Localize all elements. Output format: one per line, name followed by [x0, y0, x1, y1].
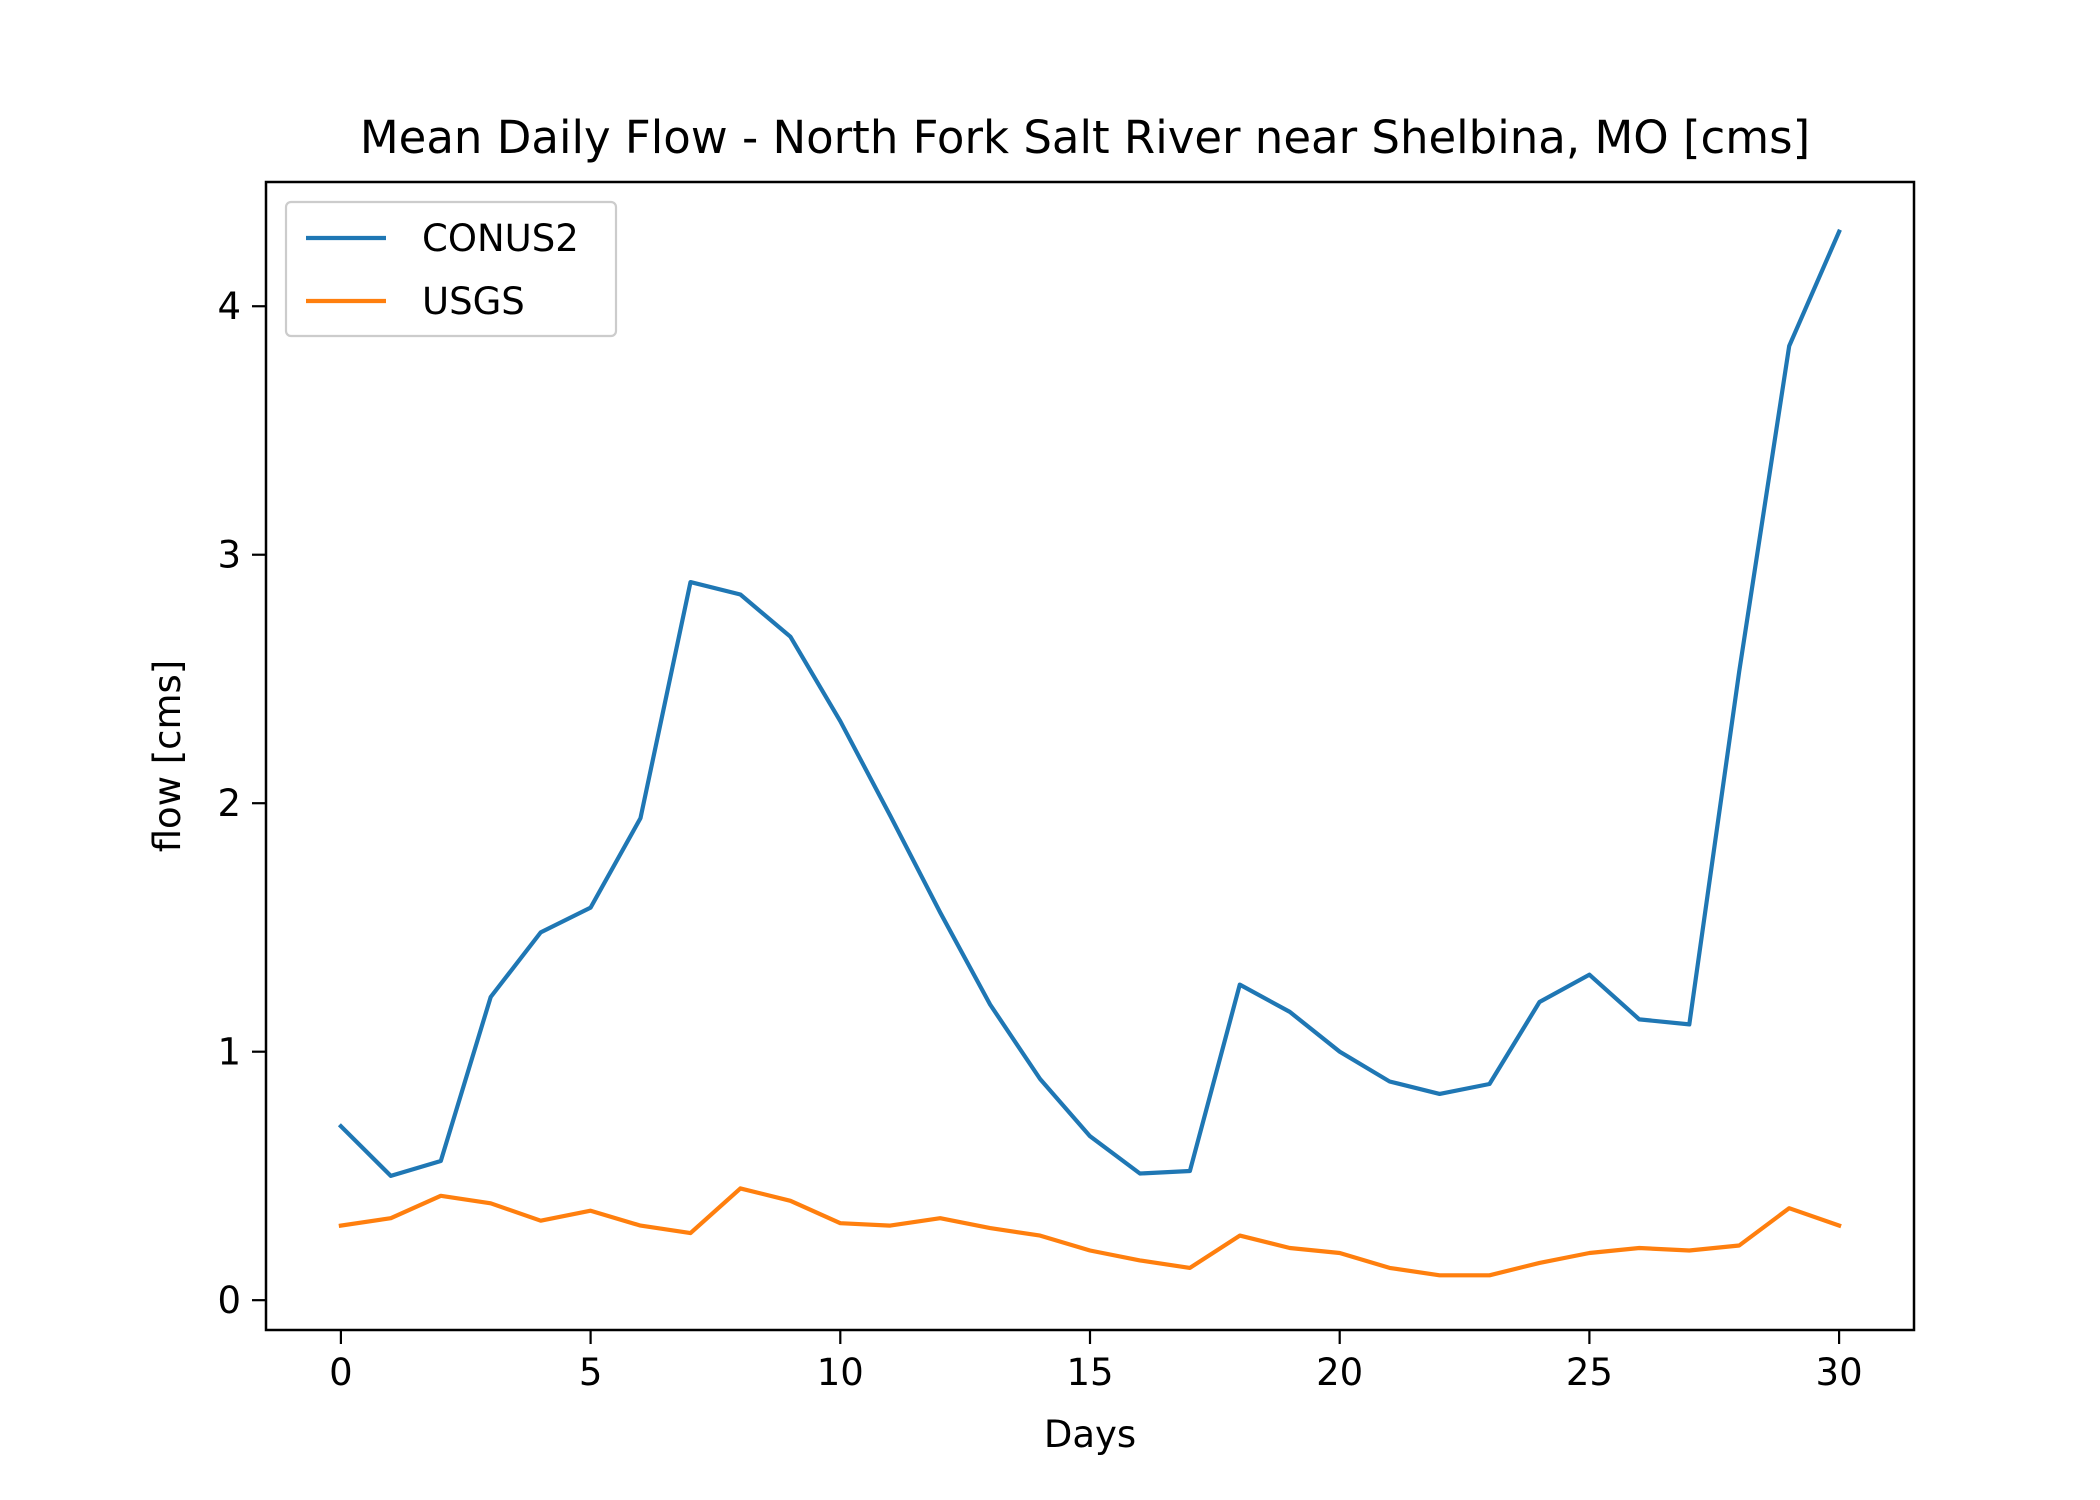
legend: CONUS2 USGS [284, 200, 618, 338]
x-tick-label: 20 [1316, 1351, 1363, 1394]
series-line-conus2 [337, 228, 1842, 1179]
plot-lines [337, 228, 1842, 1278]
series-line-usgs [338, 1186, 1842, 1278]
x-tick-label: 5 [579, 1351, 603, 1394]
x-tick-label: 25 [1566, 1351, 1613, 1394]
y-tick-label: 2 [217, 782, 241, 825]
legend-label-usgs: USGS [422, 280, 525, 323]
legend-label-conus2: CONUS2 [422, 217, 579, 260]
y-tick-label: 0 [217, 1279, 241, 1322]
y-axis-label: flow [cms] [146, 660, 189, 853]
x-tick-label: 15 [1066, 1351, 1113, 1394]
x-tick-label: 10 [817, 1351, 864, 1394]
x-axis-label: Days [1044, 1413, 1136, 1456]
y-axis: 0 1 2 3 4 [217, 285, 266, 1322]
x-axis: 0 5 10 15 20 25 30 [329, 1330, 1863, 1394]
x-tick-label: 30 [1816, 1351, 1863, 1394]
plot-frame [264, 180, 1916, 1332]
chart-title: Mean Daily Flow - North Fork Salt River … [360, 111, 1810, 164]
y-tick-label: 4 [217, 285, 241, 328]
x-tick-label: 0 [329, 1351, 353, 1394]
y-tick-label: 3 [217, 534, 241, 577]
y-tick-label: 1 [217, 1031, 241, 1074]
